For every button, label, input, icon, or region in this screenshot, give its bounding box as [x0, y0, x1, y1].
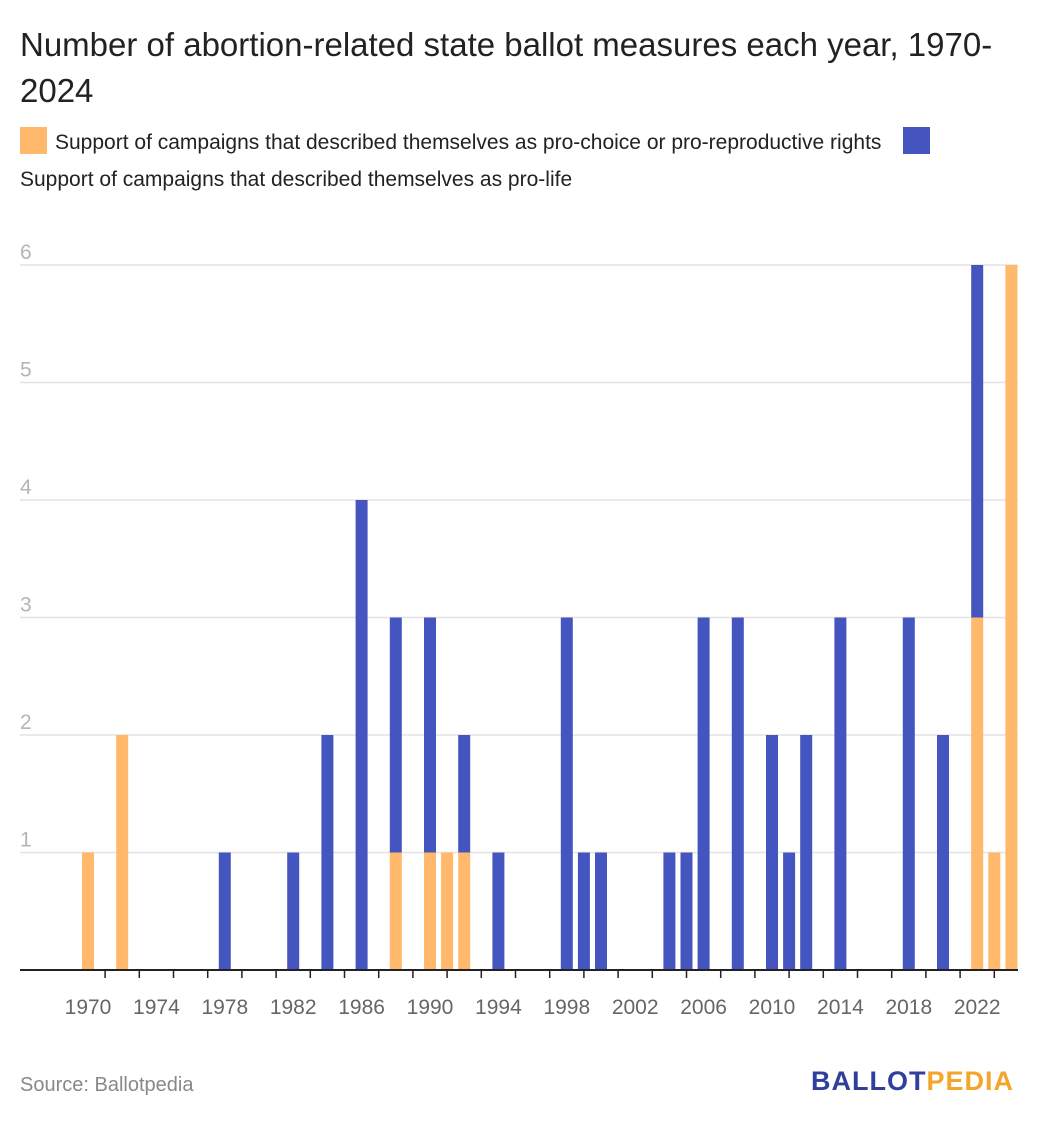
bar-pro-life — [680, 852, 693, 970]
bar-pro-life — [595, 852, 607, 970]
bar-pro-choice — [116, 735, 129, 970]
bar-pro-choice — [389, 852, 402, 970]
x-tick-label: 2014 — [817, 996, 864, 1019]
x-tick-label: 2002 — [612, 996, 659, 1019]
bar-pro-life — [971, 265, 984, 618]
bar-pro-life — [218, 852, 231, 970]
bar-chart: 1 2 3 4 5 6 1970 1974 1978 1982 1986 1990 1994 1998 20… — [20, 241, 1018, 1019]
bar-pro-life — [697, 617, 710, 970]
x-tick-label: 1978 — [201, 996, 248, 1019]
bar-pro-choice — [458, 852, 471, 970]
bar-pro-life — [389, 617, 402, 853]
y-tick-label: 1 — [20, 829, 32, 852]
x-tick-label: 1970 — [65, 996, 112, 1019]
bar-pro-life — [355, 500, 368, 970]
legend-swatch-pro-life — [903, 127, 931, 154]
chart-title: Number of abortion-related state ballot … — [20, 26, 993, 109]
bar-pro-life — [577, 852, 590, 970]
bar-pro-life — [937, 735, 949, 970]
x-tick-label: 2022 — [954, 996, 1001, 1019]
legend-label-pro-choice: Support of campaigns that described them… — [55, 131, 882, 154]
x-tick-label: 2010 — [749, 996, 796, 1019]
bar-pro-life — [458, 735, 471, 853]
ballotpedia-logo: BALLOTPEDIA — [811, 1066, 1014, 1097]
x-tick-label: 1986 — [338, 996, 385, 1019]
legend-label-pro-life: Support of campaigns that described them… — [20, 168, 573, 191]
bar-pro-life — [783, 852, 796, 970]
bar-pro-life — [663, 852, 676, 970]
x-tick-label: 1998 — [543, 996, 590, 1019]
y-tick-label: 3 — [20, 594, 32, 617]
x-tick-label: 1994 — [475, 996, 522, 1019]
x-tick-label: 1982 — [270, 996, 317, 1019]
bar-pro-life — [800, 735, 813, 970]
y-tick-label: 5 — [20, 359, 32, 382]
bar-pro-life — [560, 617, 573, 970]
logo-text-pedia: PEDIA — [926, 1066, 1014, 1096]
bar-pro-life — [902, 617, 915, 970]
legend-item-pro-choice: Support of campaigns that described them… — [20, 127, 882, 154]
bar-pro-life — [834, 617, 847, 970]
bar-pro-life — [731, 617, 744, 970]
bar-pro-choice — [441, 852, 454, 970]
x-tick-label: 1990 — [407, 996, 454, 1019]
x-tick-label: 1974 — [133, 996, 180, 1019]
y-tick-label: 4 — [20, 476, 32, 499]
bar-pro-life — [424, 617, 436, 853]
source-note: Source: Ballotpedia — [20, 1074, 194, 1096]
legend-item-pro-life: Support of campaigns that described them… — [20, 127, 938, 191]
logo-text-ballot: BALLOT — [810, 1066, 927, 1096]
x-tick-label: 2006 — [680, 996, 727, 1019]
y-tick-label: 2 — [20, 711, 32, 734]
bar-pro-life — [766, 735, 778, 970]
bar-pro-choice — [971, 617, 984, 970]
y-tick-label: 6 — [20, 241, 32, 264]
bar-pro-life — [321, 735, 334, 970]
bar-pro-choice — [988, 852, 1001, 970]
legend: Support of campaigns that described them… — [20, 124, 1000, 198]
bar-pro-choice — [424, 852, 436, 970]
bar-pro-life — [492, 852, 505, 970]
x-tick-label: 2018 — [885, 996, 932, 1019]
legend-swatch-pro-choice — [20, 127, 47, 154]
bar-pro-choice — [82, 852, 94, 970]
bar-pro-choice — [1005, 265, 1018, 970]
bar-pro-life — [287, 852, 300, 970]
